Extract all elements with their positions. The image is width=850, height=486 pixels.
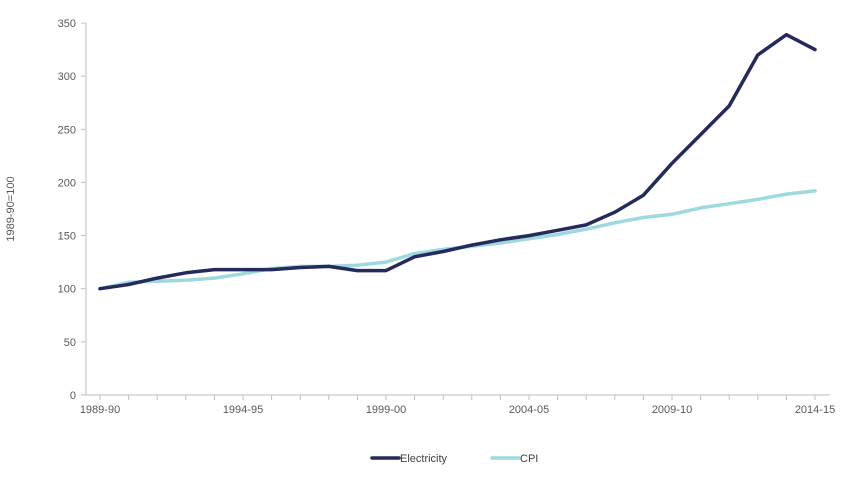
legend-label-electricity: Electricity <box>400 453 448 465</box>
series-line-cpi <box>98 189 817 291</box>
y-tick-label: 300 <box>58 71 76 83</box>
series-layer <box>98 32 817 291</box>
y-tick-label: 200 <box>58 177 76 189</box>
x-axis: 1989-90 1994-95 1999-00 2004-05 2009-10 2014-… <box>80 394 835 416</box>
x-tick-label: 1989-90 <box>80 404 120 416</box>
y-axis: 0 50 100 150 200 250 300 350 <box>58 18 87 402</box>
x-tick-label: 1994-95 <box>223 404 263 416</box>
x-tick-label: 1999-00 <box>366 404 406 416</box>
x-tick-label: 2014-15 <box>795 404 835 416</box>
y-tick-label: 150 <box>58 231 76 243</box>
legend-label-cpi: CPI <box>520 453 538 465</box>
x-tick-label: 2004-05 <box>509 404 549 416</box>
y-axis-title: 1989-90=100 <box>5 176 17 241</box>
y-tick-label: 0 <box>70 390 76 402</box>
y-tick-label: 250 <box>58 124 76 136</box>
series-line-electricity <box>98 32 817 291</box>
x-tick-label: 2009-10 <box>652 404 692 416</box>
y-tick-label: 50 <box>64 337 76 349</box>
y-tick-label: 350 <box>58 18 76 30</box>
y-tick-label: 100 <box>58 284 76 296</box>
legend: Electricity CPI <box>370 453 538 465</box>
